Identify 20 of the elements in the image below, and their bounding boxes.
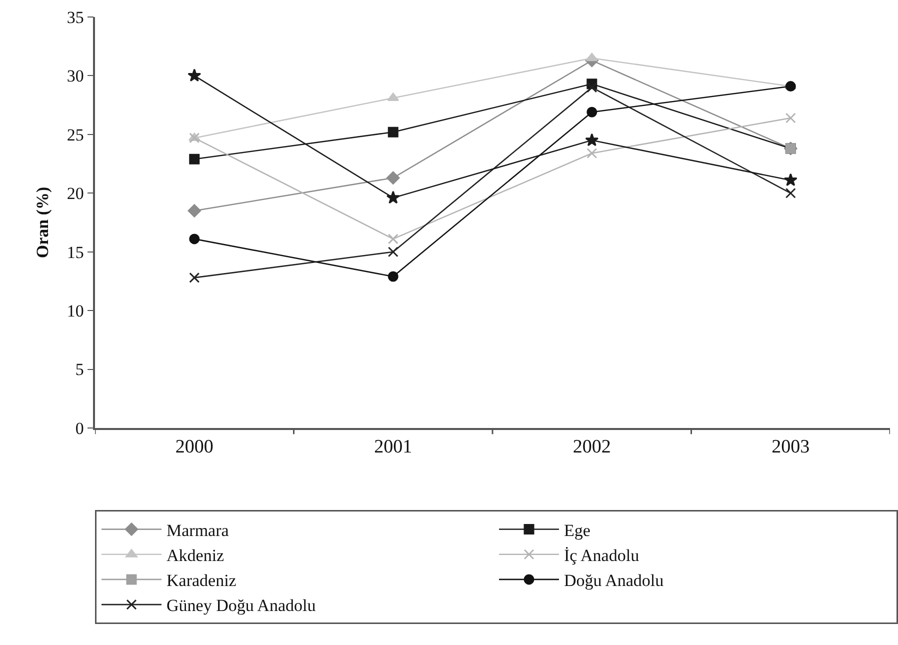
x-tick-label: 2002: [572, 436, 611, 458]
x-tick-label: 2000: [175, 436, 214, 458]
legend-label: İç Anadolu: [564, 546, 640, 565]
y-tick-label: 30: [66, 66, 84, 86]
legend-label: Karadeniz: [166, 571, 237, 590]
legend-label: Güney Doğu Anadolu: [166, 596, 316, 616]
legend-label: Ege: [564, 520, 590, 540]
y-tick-label: 20: [66, 184, 84, 204]
x-tick-label: 2003: [772, 436, 810, 458]
y-tick-label: 25: [66, 125, 84, 144]
x-tick-label: 2001: [374, 436, 412, 458]
y-tick-label: 10: [66, 302, 84, 321]
y-tick-label: 5: [75, 360, 84, 380]
legend-label: Doğu Anadolu: [564, 571, 664, 590]
y-axis-title: Oran (%): [32, 186, 52, 258]
legend-label: Akdeniz: [166, 546, 225, 565]
y-tick-label: 35: [66, 8, 84, 27]
y-tick-label: 15: [66, 242, 84, 262]
y-tick-label: 0: [75, 418, 84, 438]
legend-label: Marmara: [166, 520, 230, 540]
